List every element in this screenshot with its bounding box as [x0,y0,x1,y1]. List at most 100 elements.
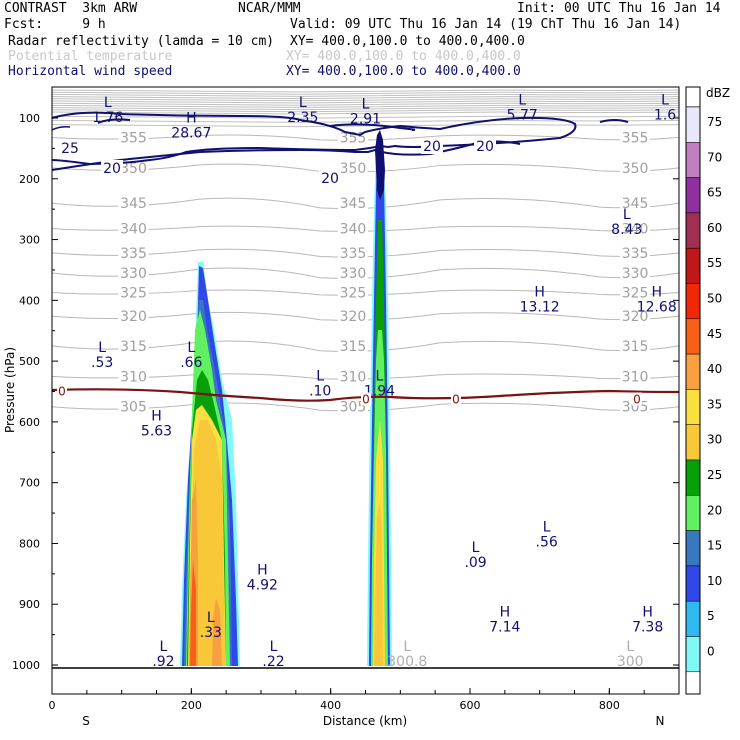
extremum-type: H [186,110,197,126]
colorbar-swatch [685,142,701,178]
isentrope-label-bg [620,308,651,325]
field-reflectivity: Radar reflectivity (lamda = 10 cm) [8,34,275,49]
isentrope-label-bg [118,398,149,415]
wind-contour-20 [52,140,521,171]
extremum-type: L [160,639,168,655]
colorbar-swatch [685,212,701,249]
isentrope-label-bg [118,264,149,281]
wind-label: 20 [476,139,494,155]
isentrope-label-bg [620,368,651,385]
colorbar-label: 35 [707,397,722,411]
extremum-value: 2.35 [287,110,318,126]
wind-contour-inner-3 [599,119,629,123]
freezing-label: 0 [362,393,370,407]
isentrope-label-bg [337,264,368,281]
isentrope-label-bg [620,159,651,176]
extremum-value: 28.67 [171,125,211,141]
convective-cell-1 [180,262,240,666]
cell2-gold [374,500,383,666]
extremum-value: 13.12 [520,300,560,316]
colorbar-label: 45 [707,327,722,341]
colorbar-swatch [685,636,701,673]
isentrope-label: 345 [340,196,367,212]
isentrope-label: 335 [120,246,147,262]
y-tick-label: 700 [19,477,40,490]
isentrope-350 [52,163,679,173]
isentrope-label-bg [337,398,368,415]
extremum-value: .92 [152,654,174,670]
extremum-value: .22 [262,654,284,670]
extremum-type: L [623,207,631,223]
cell1-core [190,560,196,666]
extremum-type: L [104,95,112,111]
isentrope-label-bg [337,337,368,354]
isentrope-label: 335 [622,246,649,262]
isentrope-label-bg [118,308,149,325]
colorbar-label: 60 [707,221,722,235]
colorbar-label: 5 [707,609,715,623]
isentrope-label-bg [620,398,651,415]
isentrope-310 [52,373,679,380]
wind-contour-25 [52,111,577,166]
isentrope-label: 350 [120,161,147,177]
colorbar-label: 50 [707,292,722,306]
extremum-type: L [362,96,370,112]
strat-isentrope [52,93,679,97]
x-tick-label: 800 [599,699,620,712]
isentrope-label: 350 [340,161,367,177]
theta-extremum-type: L [403,639,411,655]
wind-label-bg [319,170,341,186]
colorbar-frame [685,86,701,695]
x-end-north: N [656,714,665,728]
strat-isentrope [52,89,679,93]
wind-label-bg [474,138,496,154]
isentrope-label-bg [337,195,368,212]
isentrope-label: 305 [340,400,367,416]
isentrope-label: 305 [120,400,147,416]
field-wind: Horizontal wind speed [8,64,173,79]
y-tick-label: 1000 [12,659,40,672]
wind-label: 25 [61,141,79,157]
extrema-labels: L1.76 H28.67L2.35L2.91L5.77L1.6L8.43H13.1… [91,93,677,670]
isentrope-label: 320 [340,309,367,325]
extremum-value: .66 [180,355,202,371]
freezing-label-bg [361,392,371,406]
colorbar-swatch [685,283,701,320]
wind-label-bg [101,160,123,176]
y-axis-label: Pressure (hPa) [3,347,17,433]
wind-contour-inner-2 [329,123,416,131]
y-tick-label: 600 [19,416,40,429]
isentrope-325 [52,289,679,296]
strat-isentrope [52,104,679,108]
extremum-value: .33 [200,625,222,641]
isentrope-label: 310 [340,369,367,385]
isentrope-label: 340 [120,222,147,238]
strat-isentrope [52,107,679,111]
isentrope-label: 330 [622,266,649,282]
isentrope-label: 345 [120,196,147,212]
isentrope-label-bg [620,337,651,354]
isentrope-label-bg [118,129,149,146]
wind-contour-left-thin [52,126,71,131]
wind-label: 20 [321,171,339,187]
field-theta-xy: XY= 400.0,100.0 to 400.0,400.0 [286,49,521,64]
colorbar-label: 70 [707,150,722,164]
y-tick-label: 300 [19,234,40,247]
isentrope-label: 350 [622,161,649,177]
isentrope-label: 315 [340,339,367,355]
colorbar-label: 25 [707,468,722,482]
extremum-type: L [543,519,551,535]
colorbar-label: 10 [707,574,722,588]
colorbar-swatch [685,671,701,695]
x-tick-label: 0 [49,699,56,712]
strat-isentrope [52,102,679,106]
valid-time: Valid: 09 UTC Thu 16 Jan 14 (19 ChT Thu … [290,17,682,32]
y-tick-label: 900 [19,598,40,611]
extremum-type: H [151,409,162,425]
theta-extremum-value: 300 [617,654,644,670]
isentrope-label: 315 [622,339,649,355]
isentrope-label-bg [118,220,149,237]
strat-isentrope [52,100,679,104]
colorbar-swatch [685,353,701,390]
field-reflectivity-xy: XY= 400.0,100.0 to 400.0,400.0 [290,34,525,49]
